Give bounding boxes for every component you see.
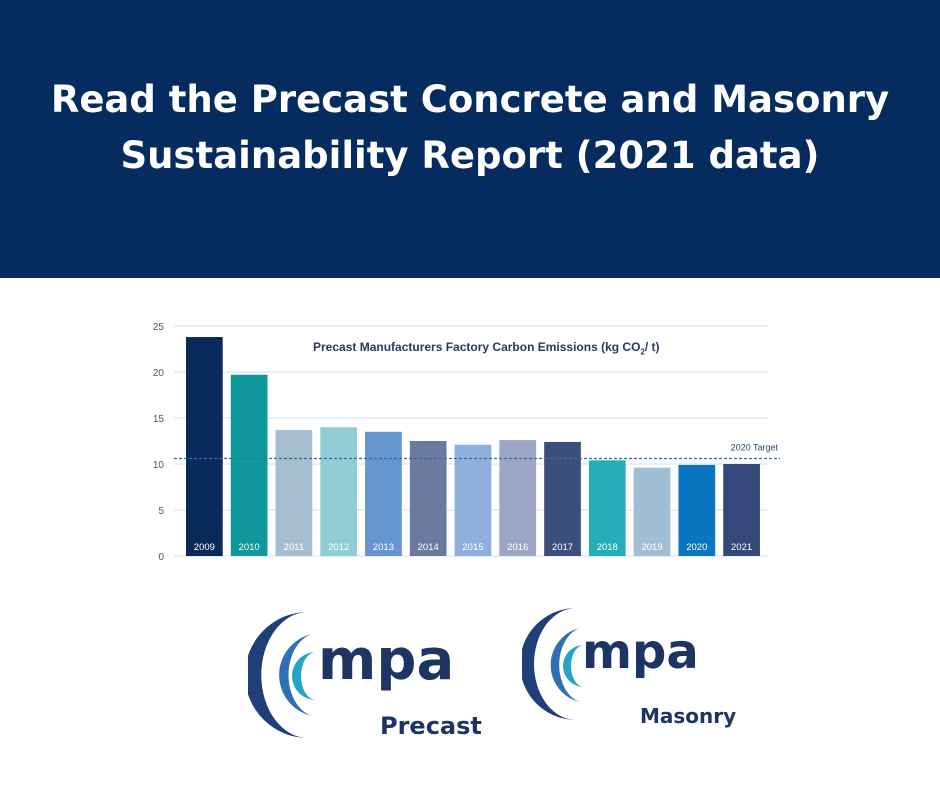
bar (454, 444, 492, 556)
banner-text: Read the Precast Concrete and Masonry Su… (51, 72, 889, 184)
bar-category-label: 2019 (641, 542, 662, 553)
logo-subtitle-precast: Precast (380, 712, 482, 740)
bar (723, 464, 760, 556)
bar (186, 337, 223, 556)
bar (544, 441, 581, 556)
bar (275, 429, 313, 556)
y-tick-label: 20 (153, 368, 165, 379)
y-tick-label: 15 (153, 414, 165, 425)
mpa-swoosh-icon (248, 612, 316, 738)
bar-category-label: 2010 (239, 542, 260, 553)
mpa-masonry-logo[interactable]: mpa Masonry (522, 600, 752, 750)
emissions-bar-chart: 0 5 10 15 20 25 2009 2010 2011 2012 2013 2014 2015 20… (153, 322, 780, 563)
banner-title-line-1[interactable]: Read the Precast Concrete and Masonry (50, 78, 890, 121)
mpa-swoosh-icon (522, 608, 584, 720)
y-tick-label: 10 (153, 460, 165, 471)
bar (499, 440, 537, 556)
chart-title: Precast Manufacturers Factory Carbon Emi… (313, 340, 660, 356)
bar-category-label: 2021 (731, 542, 752, 553)
bar-category-label: 2011 (284, 542, 304, 553)
bar-category-label: 2018 (597, 542, 618, 553)
logo-subtitle-masonry: Masonry (640, 704, 737, 728)
chart-title-main: Precast Manufacturers Factory Carbon Emi… (313, 340, 641, 354)
bar-category-label: 2014 (418, 542, 439, 553)
mpa-wordmark: mpa (582, 624, 699, 680)
y-tick-label: 25 (153, 322, 165, 333)
chart-title-end: / t) (644, 340, 660, 354)
bar (588, 460, 626, 556)
bar-category-label: 2016 (507, 542, 528, 553)
y-tick-label: 5 (158, 506, 164, 517)
bar-category-label: 2013 (373, 542, 394, 553)
chart-title-subscript: 2 (640, 347, 645, 357)
banner-title-line-2[interactable]: Sustainability Report (2021 data) (120, 134, 820, 177)
bar-category-label: 2009 (194, 542, 215, 553)
bar-category-label: 2015 (462, 542, 483, 553)
mpa-precast-logo[interactable]: mpa Precast (248, 600, 482, 750)
bar (633, 467, 671, 556)
bar-category-label: 2020 (686, 542, 707, 553)
bar (409, 441, 447, 556)
bar (678, 464, 716, 556)
y-tick-label: 0 (158, 552, 164, 563)
target-label: 2020 Target (731, 442, 779, 452)
header-banner: Read the Precast Concrete and Masonry Su… (0, 0, 940, 278)
bar (230, 374, 268, 556)
mpa-wordmark: mpa (318, 628, 455, 693)
bar (365, 431, 402, 556)
bar (320, 427, 358, 556)
bar-category-label: 2012 (328, 542, 349, 553)
bar-category-label: 2017 (552, 542, 573, 553)
